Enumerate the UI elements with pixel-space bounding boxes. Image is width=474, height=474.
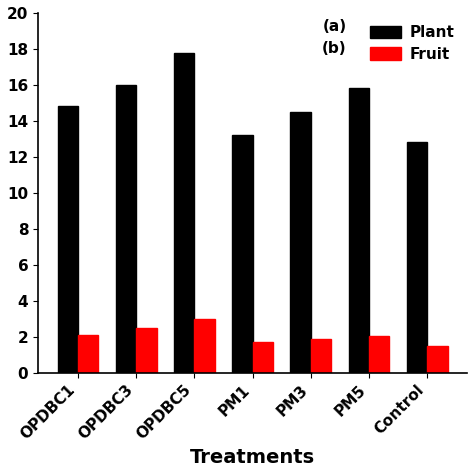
Bar	[174, 53, 194, 373]
Bar	[311, 339, 331, 373]
Bar	[232, 135, 253, 373]
Bar	[194, 319, 215, 373]
Bar	[348, 89, 369, 373]
Bar	[78, 335, 98, 373]
Bar	[407, 142, 427, 373]
Bar	[116, 85, 136, 373]
Bar	[57, 107, 78, 373]
Bar	[253, 342, 273, 373]
Legend: Plant, Fruit: Plant, Fruit	[365, 20, 459, 67]
Bar	[136, 328, 156, 373]
Text: (a): (a)	[322, 18, 346, 34]
X-axis label: Treatments: Treatments	[190, 448, 315, 467]
Text: (b): (b)	[322, 41, 346, 56]
Bar	[291, 112, 311, 373]
Bar	[369, 336, 389, 373]
Bar	[427, 346, 447, 373]
